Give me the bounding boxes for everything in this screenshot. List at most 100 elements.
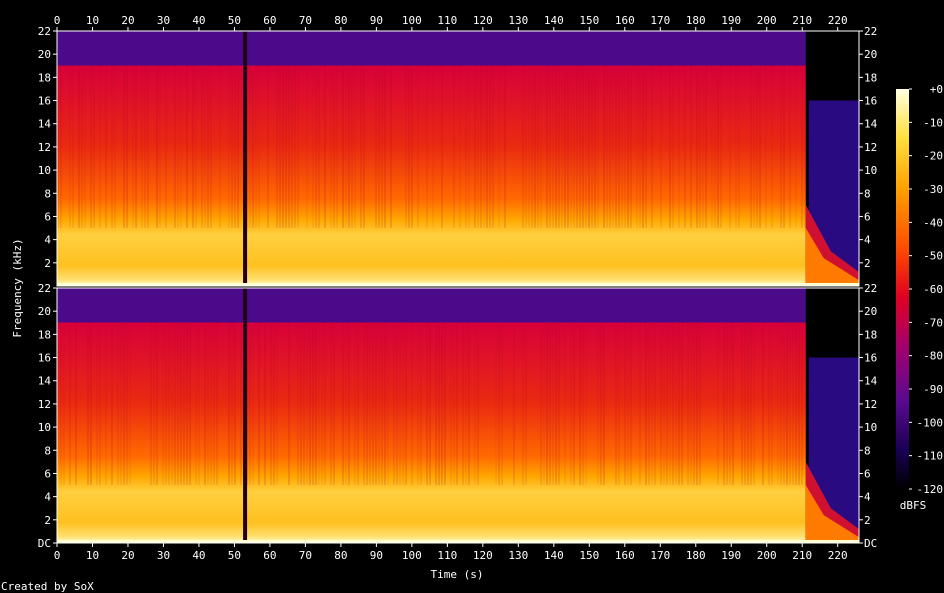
colorbar-tick-label: -110 [917, 450, 944, 463]
x-tick-label: 210 [792, 14, 812, 27]
texture-stripe [462, 322, 464, 486]
x-tick-label: 50 [228, 14, 241, 27]
texture-stripe [522, 65, 524, 229]
x-tick-label: 20 [121, 549, 134, 562]
texture-stripe [252, 322, 254, 486]
y-tick-label: 16 [38, 352, 51, 365]
texture-stripe [162, 322, 164, 486]
y-tick-label: 4 [44, 234, 51, 247]
texture-stripe [57, 65, 59, 229]
texture-stripe [381, 65, 383, 229]
texture-stripe [594, 65, 596, 229]
texture-stripe [288, 322, 290, 486]
texture-stripe [552, 322, 554, 486]
colorbar-tick-label: -20 [923, 150, 943, 163]
y-tick-label: 6 [864, 210, 871, 223]
texture-stripe [723, 322, 725, 486]
texture-stripe [711, 65, 713, 229]
y-tick-label: 2 [864, 257, 871, 270]
x-tick-label: 140 [544, 14, 564, 27]
texture-stripe [69, 65, 71, 229]
texture-stripe [249, 322, 251, 486]
x-tick-label: 80 [334, 14, 347, 27]
texture-stripe [105, 322, 107, 486]
texture-stripe [492, 65, 494, 229]
y-tick-label: 22 [38, 282, 51, 295]
texture-stripe [468, 65, 470, 229]
y-tick-label: 14 [38, 375, 52, 388]
x-tick-label: 30 [157, 549, 170, 562]
x-tick-label: 100 [402, 14, 422, 27]
texture-stripe [789, 322, 791, 486]
texture-stripe [300, 322, 302, 486]
texture-stripe [705, 65, 707, 229]
texture-stripe [630, 322, 632, 486]
x-tick-label: 70 [299, 14, 312, 27]
y-tick-label: 4 [864, 234, 871, 247]
y-tick-label: 20 [38, 48, 51, 61]
texture-stripe [378, 322, 380, 486]
colorbar-label: dBFS [900, 499, 927, 512]
texture-stripe [573, 65, 575, 229]
y-tick-label: 14 [864, 375, 878, 388]
texture-stripe [159, 65, 161, 229]
x-tick-label: 220 [828, 549, 848, 562]
colorbar-tick-label: -120 [917, 483, 944, 496]
texture-stripe [375, 65, 377, 229]
texture-stripe [309, 322, 311, 486]
x-tick-label: 200 [757, 549, 777, 562]
texture-stripe [372, 322, 374, 486]
x-tick-label: 160 [615, 14, 635, 27]
texture-stripe [177, 322, 179, 486]
texture-stripe [297, 322, 299, 486]
x-tick-label: 60 [263, 14, 276, 27]
texture-stripe [201, 65, 203, 229]
colorbar-tick-label: -40 [923, 216, 943, 229]
x-tick-label: 40 [192, 14, 205, 27]
x-tick-label: 10 [86, 549, 99, 562]
texture-stripe [684, 65, 686, 229]
y-tick-label: 18 [864, 328, 877, 341]
colorbar-tick-label: -90 [923, 383, 943, 396]
texture-stripe [546, 65, 548, 229]
texture-stripe [345, 322, 347, 486]
texture-stripe [294, 65, 296, 229]
texture-stripe [489, 65, 491, 229]
texture-stripe [72, 65, 74, 229]
texture-stripe [729, 65, 731, 229]
texture-stripe [717, 322, 719, 486]
texture-stripe [375, 322, 377, 486]
texture-stripe [129, 322, 131, 486]
texture-stripe [387, 322, 389, 486]
texture-stripe [696, 322, 698, 486]
texture-stripe [90, 65, 92, 229]
texture-stripe [453, 65, 455, 229]
colorbar-tick-label: -100 [917, 416, 944, 429]
texture-stripe [696, 65, 698, 229]
y-tick-label: 22 [38, 25, 51, 38]
colorbar-tick-label: -10 [923, 116, 943, 129]
texture-stripe [597, 65, 599, 229]
texture-stripe [801, 322, 803, 486]
texture-stripe [75, 322, 77, 486]
texture-stripe [390, 65, 392, 229]
texture-stripe [690, 65, 692, 229]
panel-frame [56, 30, 860, 287]
texture-stripe [585, 322, 587, 486]
texture-stripe [456, 322, 458, 486]
texture-stripe [381, 322, 383, 486]
texture-stripe [570, 322, 572, 486]
colorbar-tick-label: -80 [923, 350, 943, 363]
texture-stripe [354, 65, 356, 229]
y-tick-label: 4 [44, 491, 51, 504]
y-tick-label: 8 [44, 187, 51, 200]
texture-stripe [420, 322, 422, 486]
texture-stripe [132, 65, 134, 229]
credit-text: Created by SoX [1, 580, 94, 593]
texture-stripe [615, 322, 617, 486]
texture-stripe [702, 65, 704, 229]
texture-stripe [276, 322, 278, 486]
y-tick-label: 4 [864, 491, 871, 504]
texture-stripe [444, 322, 446, 486]
texture-stripe [669, 322, 671, 486]
